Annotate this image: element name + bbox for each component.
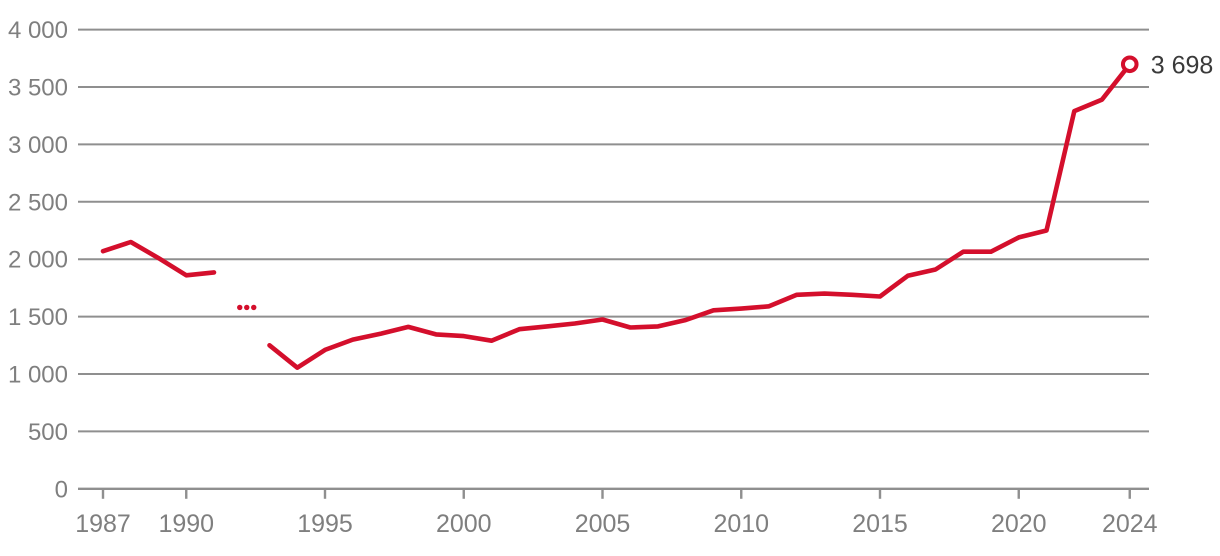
end-point-marker [1120, 55, 1139, 74]
end-value-label: 3 698 [1151, 51, 1214, 79]
x-tick-label: 2000 [436, 510, 492, 538]
y-tick-label: 4 000 [8, 17, 68, 44]
missing-data-dot [251, 304, 257, 311]
y-tick-label: 0 [55, 476, 68, 503]
x-tick-label: 2005 [575, 510, 631, 538]
y-tick-label: 3 500 [8, 75, 68, 102]
x-tick-label: 2024 [1102, 510, 1158, 538]
x-tick-label: 1987 [75, 510, 131, 538]
y-tick-label: 1 500 [8, 304, 68, 331]
x-tick-label: 1995 [297, 510, 353, 538]
x-tick-label: 1990 [158, 510, 214, 538]
x-tick-label: 2010 [713, 510, 769, 538]
y-tick-label: 1 000 [8, 362, 68, 389]
missing-data-dot [244, 304, 250, 311]
trend-line-segment-1987-1991 [100, 239, 217, 278]
y-tick-label: 3 000 [8, 132, 68, 159]
x-tick-label: 2020 [991, 510, 1047, 538]
y-tick-label: 2 000 [8, 247, 68, 274]
trend-line-segment-1993-2024 [267, 62, 1133, 371]
y-tick-label: 500 [28, 419, 68, 446]
missing-data-dot [237, 304, 243, 311]
y-tick-label: 2 500 [8, 189, 68, 216]
x-tick-label: 2015 [852, 510, 908, 538]
